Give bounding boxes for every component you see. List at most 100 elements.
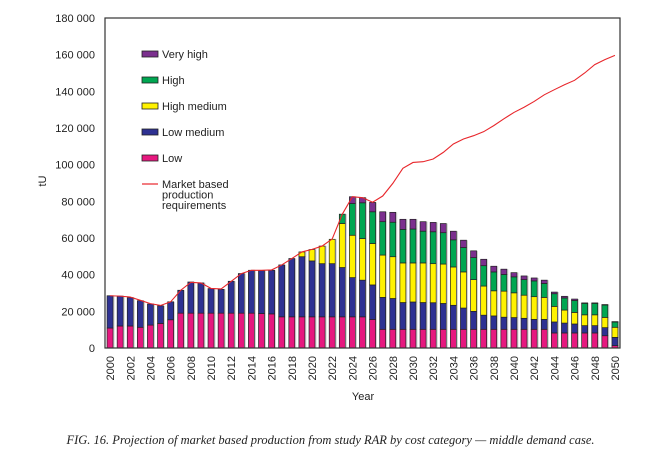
bar-very-high-2037 [480,258,488,267]
y-tick-label: 180 000 [55,13,95,25]
bar-high-2044 [551,293,558,307]
legend-swatch [141,50,159,58]
bar-high-2049 [601,304,609,318]
bar-high-2047 [581,302,589,316]
legend-item-high-medium: High medium [141,101,227,113]
bar-high-2027 [379,221,387,256]
bar-high-2031 [419,230,427,264]
bar-low-medium-2035 [460,307,467,330]
bar-high-2038 [490,271,498,292]
plot-frame [104,17,621,349]
bar-high-medium-2048 [591,314,599,326]
line-layer [110,54,616,307]
bar-low-2036 [470,328,477,349]
bar-stack-2047 [581,302,590,349]
bar-very-high-2049 [601,304,609,306]
x-tick-label: 2048 [590,356,602,380]
bar-low-medium-2022 [328,263,336,318]
x-tick-label: 2012 [226,356,238,380]
legend-item-high: High [141,75,185,87]
bar-high-medium-2027 [379,254,387,298]
bar-stack-2006 [167,301,176,349]
bar-low-medium-2046 [571,323,578,334]
bar-stack-2012 [227,280,236,349]
bar-low-medium-2014 [248,269,255,314]
bar-stack-2048 [591,302,600,349]
bar-high-medium-2028 [389,256,397,299]
bar-stack-2001 [116,295,125,349]
bar-low-2025 [359,316,366,349]
bars-layer [106,196,620,349]
bar-low-2019 [298,316,306,349]
bar-high-2043 [540,283,548,298]
legend-swatch [141,128,159,136]
bar-high-medium-2049 [601,317,609,329]
bar-low-medium-2021 [318,263,326,318]
bar-high-2025 [359,202,366,239]
bar-low-2004 [147,324,154,349]
y-tick-label: 0 [89,343,95,355]
bar-low-medium-2042 [530,319,538,330]
bar-low-medium-2002 [126,297,134,327]
bar-low-2011 [217,312,225,349]
bar-low-medium-2013 [237,273,245,314]
bar-low-2046 [571,332,578,349]
bar-stack-2036 [470,250,478,349]
y-tick-label: 40 000 [61,270,95,282]
bar-low-medium-2008 [187,281,195,314]
bar-low-medium-2016 [268,269,275,315]
legend-item-low-medium: Low medium [141,127,224,139]
bar-high-medium-2020 [308,249,316,262]
bar-low-medium-2005 [157,305,164,324]
legend-label: requirements [162,200,227,212]
bar-high-medium-2045 [561,309,568,324]
bar-very-high-2031 [419,221,427,232]
bar-low-2026 [369,319,376,349]
y-tick-label: 20 000 [61,306,95,318]
bar-low-medium-2009 [197,282,205,314]
bar-stack-2039 [500,268,509,349]
bar-high-medium-2041 [520,294,528,319]
bar-low-medium-2029 [399,302,407,330]
bar-high-medium-2035 [460,271,467,309]
bar-high-medium-2044 [551,306,558,323]
legend-label: Low medium [162,127,224,139]
bar-low-medium-2033 [439,303,447,330]
bar-high-medium-2040 [510,292,518,318]
bar-low-medium-2007 [177,289,185,314]
legend-item-low: Low [141,153,182,165]
x-tick-label: 2038 [489,356,501,380]
x-tick-label: 2030 [408,356,420,380]
bar-stack-2000 [106,295,115,349]
x-tick-label: 2032 [428,356,440,380]
bar-low-2013 [237,312,245,349]
bar-low-medium-2032 [429,302,437,330]
bar-stack-2015 [258,270,266,349]
bar-low-medium-2019 [298,256,306,318]
bar-high-2039 [500,274,508,292]
bar-low-2020 [308,316,316,349]
bar-high-medium-2025 [359,238,366,281]
bar-very-high-2043 [540,279,548,284]
x-tick-label: 2044 [549,356,561,380]
bar-low-medium-2047 [581,325,589,334]
y-tick-label: 100 000 [55,160,95,172]
bar-low-medium-2003 [136,300,144,328]
bar-low-2023 [338,316,346,349]
bar-low-2033 [439,328,447,349]
bar-low-medium-2028 [389,298,397,330]
bar-low-medium-2049 [601,327,609,337]
bar-low-2002 [126,325,134,349]
bar-low-2017 [278,316,286,349]
bar-stack-2034 [450,230,458,349]
bar-low-2027 [379,328,387,349]
bar-very-high-2036 [470,250,477,258]
legend-swatch [141,76,159,84]
bar-stack-2008 [187,281,196,349]
bar-low-medium-2043 [540,319,548,330]
bar-very-high-2038 [490,265,498,273]
bar-low-medium-2015 [258,270,265,314]
x-tick-label: 2000 [105,356,117,380]
bar-high-medium-2021 [318,245,326,265]
bar-stack-2029 [399,218,408,349]
